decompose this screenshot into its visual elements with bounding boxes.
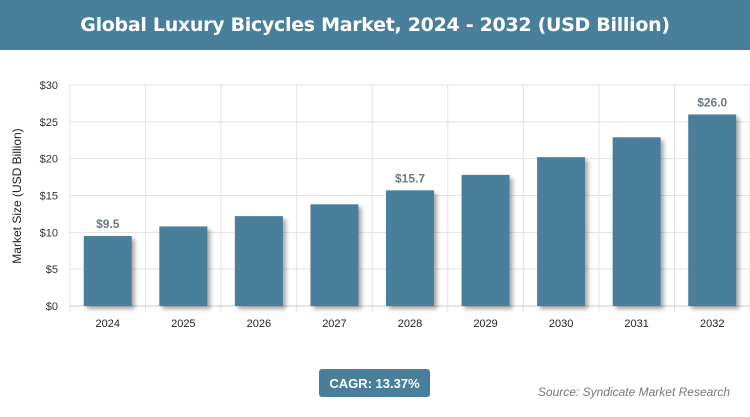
y-tick-label: $25 (40, 117, 58, 129)
bar-2028 (386, 190, 434, 306)
x-tick-label: 2030 (549, 318, 573, 330)
y-tick-label: $15 (40, 191, 58, 203)
y-axis-label: Market Size (USD Billion) (10, 128, 24, 263)
bar-2031 (612, 137, 661, 306)
x-tick-label: 2028 (398, 318, 422, 330)
x-tick-label: 2032 (700, 318, 724, 330)
data-label-2032: $26.0 (697, 95, 727, 109)
bar-2025 (159, 226, 208, 306)
x-tick-label: 2027 (322, 318, 346, 330)
x-tick-label: 2029 (473, 318, 497, 330)
bar-2029 (461, 174, 510, 306)
x-tick-label: 2031 (624, 318, 648, 330)
chart-title: Global Luxury Bicycles Market, 2024 - 20… (0, 0, 750, 50)
cagr-badge: CAGR: 13.37% (319, 369, 430, 397)
data-label-2024: $9.5 (96, 217, 120, 231)
x-tick-label: 2025 (171, 318, 195, 330)
bar-2030 (537, 157, 586, 306)
bar-2027 (310, 204, 359, 306)
x-tick-label: 2024 (96, 318, 120, 330)
y-tick-label: $30 (40, 80, 58, 92)
data-label-2028: $15.7 (395, 171, 425, 185)
source-note: Source: Syndicate Market Research (537, 385, 730, 399)
y-tick-label: $20 (40, 154, 58, 166)
bar-2024 (83, 236, 132, 306)
x-tick-label: 2026 (247, 318, 271, 330)
bar-2032 (688, 114, 737, 306)
y-tick-label: $5 (46, 264, 58, 276)
y-tick-label: $0 (46, 301, 58, 313)
bar-2026 (234, 216, 283, 306)
y-tick-label: $10 (40, 227, 58, 239)
